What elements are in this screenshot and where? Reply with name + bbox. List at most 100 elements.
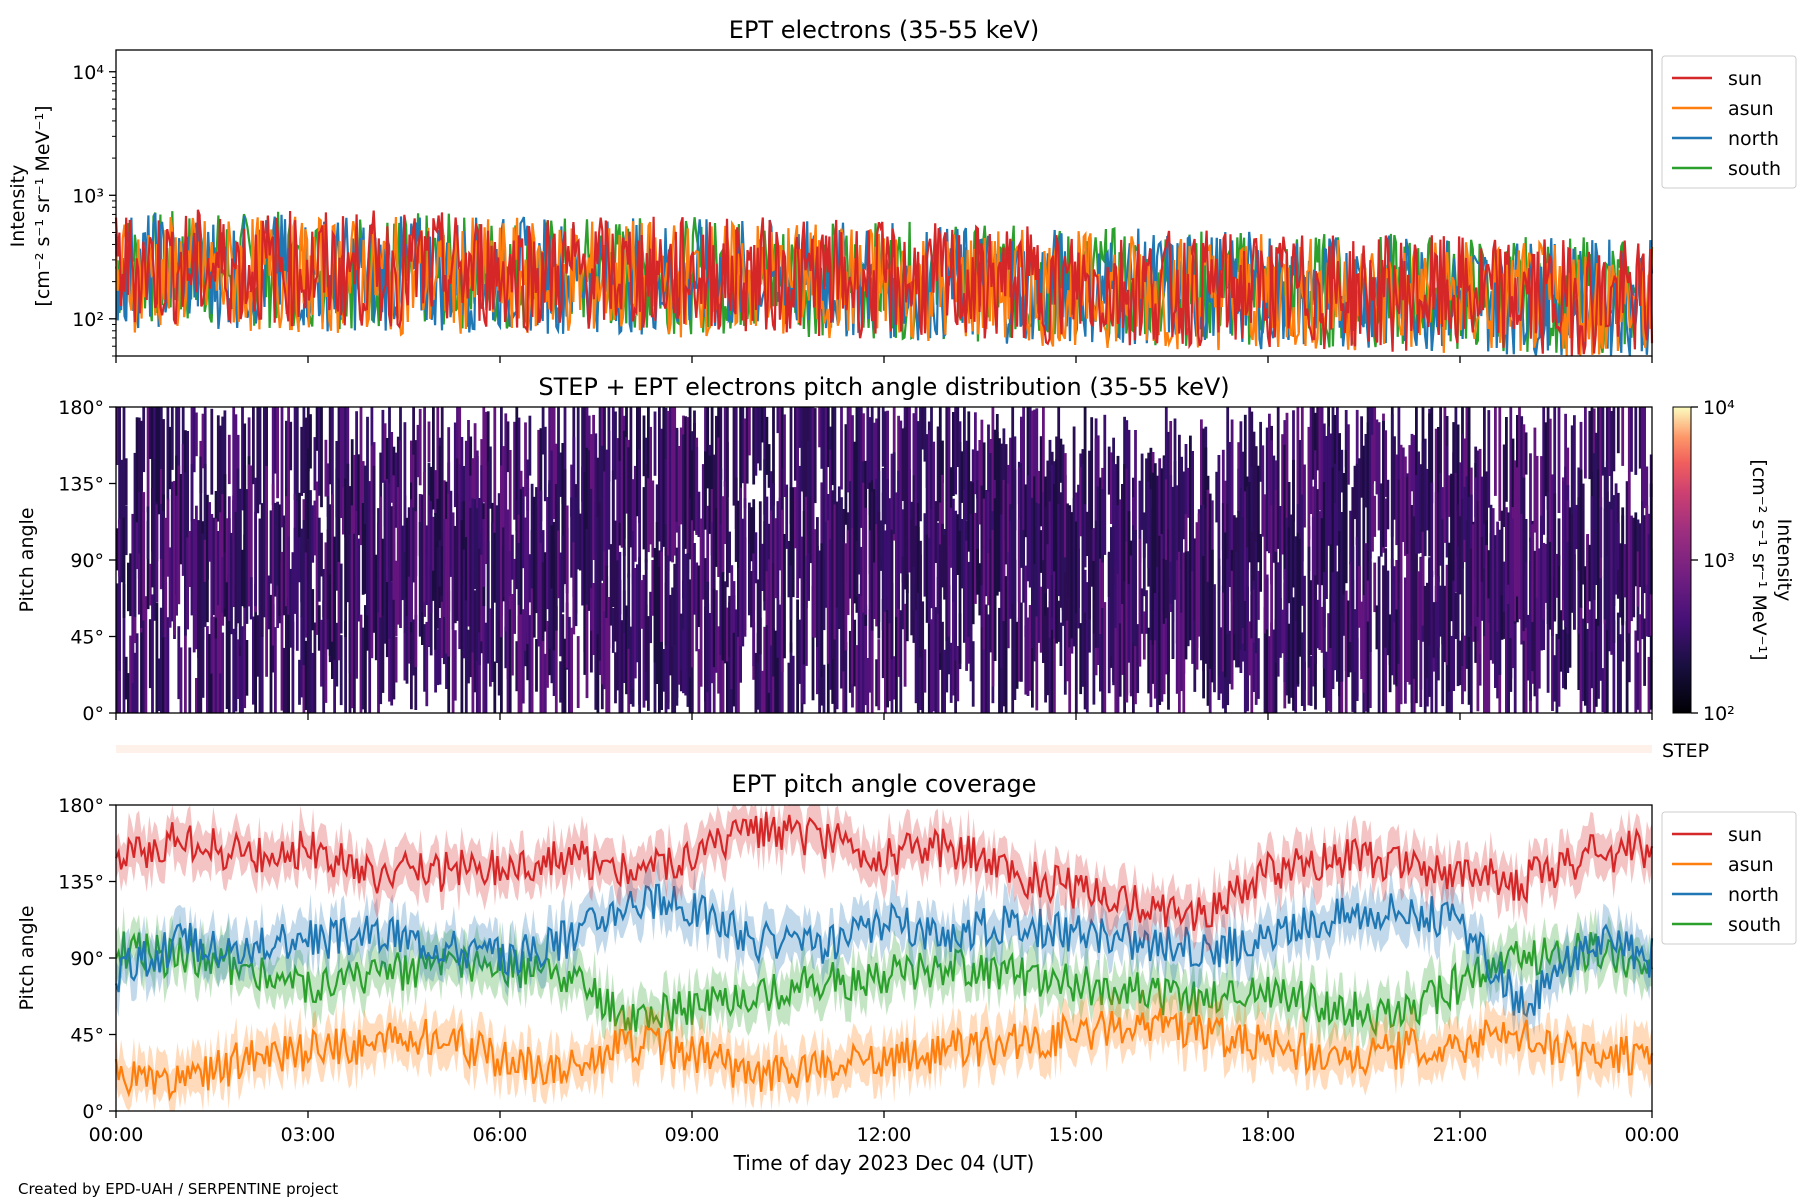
heatmap-cell [1118,573,1122,697]
heatmap-cell [216,415,220,522]
heatmap-cell [1562,629,1565,689]
heatmap-cell [1458,640,1462,686]
heatmap-cell [175,495,178,616]
heatmap-cell [1535,596,1539,713]
heatmap-cell [870,602,874,713]
heatmap-cell [991,407,995,523]
heatmap-cell [1632,517,1636,618]
heatmap-cell [989,538,993,653]
heatmap-cell [199,602,203,713]
heatmap-cell [1265,499,1269,552]
heatmap-cell [1092,561,1096,634]
heatmap-cell [877,511,881,639]
heatmap-cell [504,518,508,632]
heatmap-cell [1419,558,1423,707]
heatmap-cell [881,407,885,467]
heatmap-cell [559,552,562,657]
panel1-ytick-label: 10³ [72,185,104,207]
heatmap-cell [304,640,308,710]
heatmap-cell [886,410,889,497]
heatmap-cell [1112,462,1115,551]
heatmap-cell [344,407,347,531]
heatmap-cell [787,541,791,598]
heatmap-cell [434,470,437,516]
heatmap-cell [497,493,501,620]
heatmap-cell [524,559,527,639]
heatmap-cell [137,553,141,615]
heatmap-cell [642,487,646,550]
heatmap-cell [1616,612,1620,713]
heatmap-cell [1281,609,1284,654]
heatmap-cell [1164,559,1168,619]
heatmap-cell [829,539,832,668]
heatmap-cell [471,609,475,713]
heatmap-cell [1355,463,1359,546]
heatmap-cell [339,563,343,634]
heatmap-cell [848,630,852,693]
heatmap-cell [688,407,692,554]
heatmap-cell [835,604,839,710]
heatmap-cell [1377,556,1381,630]
panel3-ytick-label: 45° [70,1025,104,1047]
heatmap-cell [991,529,995,687]
heatmap-cell [616,438,620,563]
heatmap-cell [153,407,157,499]
heatmap-cell [313,500,317,556]
heatmap-cell [1353,610,1357,672]
heatmap-cell [598,407,602,508]
heatmap-cell [1035,408,1039,527]
heatmap-cell [743,537,747,637]
heatmap-cell [1397,599,1401,664]
heatmap-cell [1004,484,1008,565]
heatmap-cell [271,484,275,646]
heatmap-cell [1132,525,1135,644]
heatmap-cell [274,407,277,474]
heatmap-cell [357,454,361,536]
heatmap-cell [1158,535,1162,649]
heatmap-cell [1649,483,1653,595]
heatmap-cell [728,531,731,573]
heatmap-cell [1557,407,1561,513]
heatmap-cell [1526,614,1530,681]
legend-label-asun: asun [1728,854,1774,876]
heatmap-cell [122,517,126,618]
heatmap-cell [506,509,510,680]
heatmap-cell [1507,512,1510,585]
heatmap-cell [669,594,672,676]
heatmap-cell [1085,511,1089,556]
heatmap-cell [377,578,380,713]
heatmap-cell [1171,511,1175,659]
heatmap-cell [923,513,927,597]
heatmap-cell [1083,597,1087,710]
heatmap-cell [1020,463,1023,568]
heatmap-cell [954,510,957,661]
heatmap-cell [754,532,758,584]
heatmap-cell [1557,518,1561,567]
heatmap-cell [831,490,835,660]
heatmap-cell [1509,407,1513,555]
heatmap-cell [263,499,266,618]
heatmap-cell [868,482,872,575]
heatmap-cell [625,605,628,695]
heatmap-cell [298,659,301,705]
heatmap-cell [410,499,413,623]
heatmap-cell [947,407,951,504]
heatmap-cell [227,434,231,485]
heatmap-cell [1265,427,1269,550]
heatmap-cell [818,550,821,678]
heatmap-cell [778,407,782,525]
heatmap-cell [432,407,435,510]
heatmap-cell [166,617,170,713]
heatmap-cell [223,474,227,617]
heatmap-cell [664,458,668,525]
heatmap-cell [976,480,979,578]
heatmap-cell [1252,431,1256,488]
heatmap-cell [1250,595,1254,713]
heatmap-cell [1088,511,1091,607]
heatmap-cell [1314,575,1317,664]
heatmap-cell [530,530,534,589]
heatmap-cell [976,450,979,499]
heatmap-cell [1649,454,1653,497]
